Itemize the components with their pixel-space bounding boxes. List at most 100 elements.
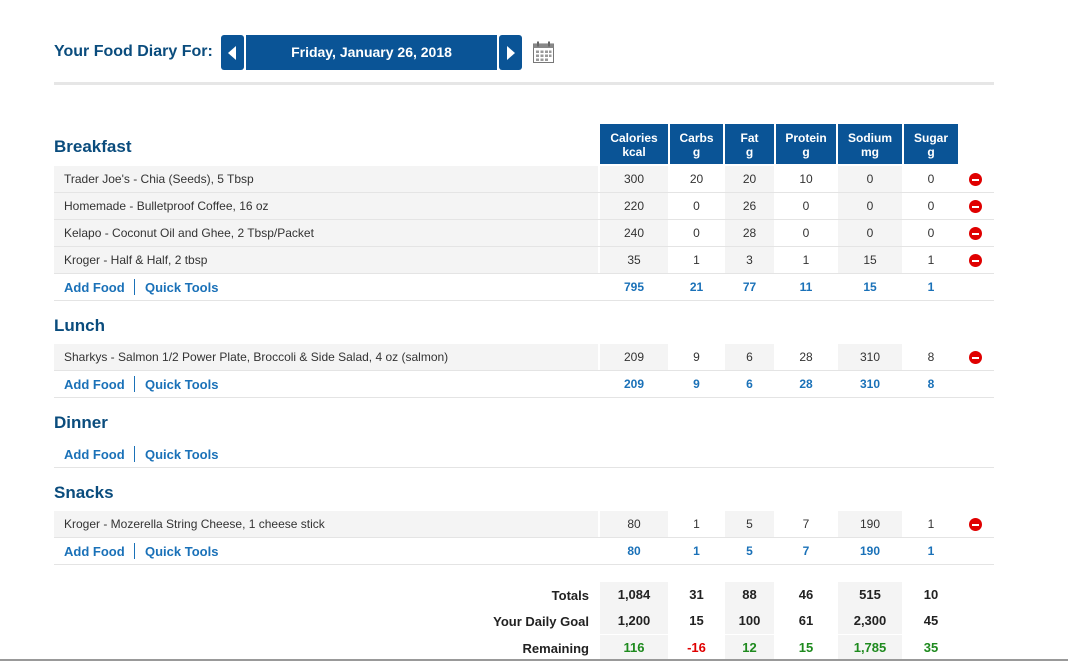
- goal-sodium: 2,300: [838, 608, 902, 634]
- chevron-right-icon: [507, 46, 515, 60]
- calories-subtotal: 80: [627, 544, 641, 558]
- quick-tools-link[interactable]: Quick Tools: [145, 447, 219, 462]
- food-row: Kelapo - Coconut Oil and Ghee, 2 Tbsp/Pa…: [54, 220, 994, 247]
- remove-circle-icon[interactable]: [969, 518, 982, 531]
- carbs-value: 1: [670, 511, 723, 537]
- link-separator: [134, 446, 135, 462]
- column-unit: kcal: [622, 145, 646, 159]
- remaining-calories: 116: [600, 635, 668, 661]
- carbs-value: 0: [670, 220, 723, 246]
- food-name-cell: [54, 220, 598, 246]
- food-name[interactable]: Kroger - Mozerella String Cheese, 1 chee…: [64, 517, 325, 531]
- fat-value: 3: [725, 247, 774, 273]
- food-name-cell: [54, 511, 598, 537]
- column-unit: g: [802, 145, 810, 159]
- next-day-button[interactable]: [499, 35, 522, 70]
- quick-tools-link[interactable]: Quick Tools: [145, 544, 219, 559]
- column-header-fat: Fat g: [725, 124, 774, 164]
- page-bottom-edge: [0, 659, 1068, 661]
- add-food-link[interactable]: Add Food: [64, 544, 125, 559]
- column-name: Carbs: [679, 131, 714, 145]
- add-food-link[interactable]: Add Food: [64, 280, 125, 295]
- remaining-sodium: 1,785: [838, 635, 902, 661]
- sodium-subtotal: 190: [859, 544, 881, 558]
- sugar-value: 0: [904, 220, 958, 246]
- remaining-fat: 12: [725, 635, 774, 661]
- remaining-carbs: -16: [670, 635, 723, 661]
- protein-value: 10: [776, 166, 836, 192]
- remove-circle-icon[interactable]: [969, 254, 982, 267]
- calendar-icon[interactable]: [533, 41, 554, 63]
- link-separator: [134, 376, 135, 392]
- food-row: Trader Joe's - Chia (Seeds), 5 Tbsp 300 …: [54, 166, 994, 193]
- goal-calories: 1,200: [600, 608, 668, 634]
- quick-tools-link[interactable]: Quick Tools: [145, 280, 219, 295]
- sugar-value: 0: [904, 193, 958, 219]
- calories-value: 209: [600, 344, 668, 370]
- column-name: Protein: [785, 131, 827, 145]
- remove-circle-icon[interactable]: [969, 173, 982, 186]
- fat-value: 6: [725, 344, 774, 370]
- fat-value: 26: [725, 193, 774, 219]
- sodium-subtotal: 310: [859, 377, 881, 391]
- remove-circle-icon[interactable]: [969, 227, 982, 240]
- diary-label: Your Food Diary For:: [54, 43, 213, 60]
- food-name[interactable]: Homemade - Bulletproof Coffee, 16 oz: [64, 199, 269, 213]
- add-food-link[interactable]: Add Food: [64, 377, 125, 392]
- sugar-subtotal: 1: [927, 544, 935, 558]
- fat-subtotal: 5: [746, 544, 753, 558]
- sugar-subtotal: 8: [927, 377, 935, 391]
- sodium-value: 0: [838, 166, 902, 192]
- food-name[interactable]: Trader Joe's - Chia (Seeds), 5 Tbsp: [64, 172, 254, 186]
- remaining-sugar: 35: [904, 635, 958, 661]
- column-header-carbs: Carbs g: [670, 124, 723, 164]
- column-unit: mg: [861, 145, 879, 159]
- total-fat: 88: [725, 582, 774, 608]
- fat-subtotal: 77: [742, 280, 757, 294]
- food-name[interactable]: Kelapo - Coconut Oil and Ghee, 2 Tbsp/Pa…: [64, 226, 314, 240]
- column-header-calories: Calories kcal: [600, 124, 668, 164]
- sugar-value: 1: [904, 511, 958, 537]
- protein-subtotal: 7: [802, 544, 810, 558]
- protein-value: 0: [776, 193, 836, 219]
- carbs-subtotal: 21: [689, 280, 704, 294]
- date-navigator: Friday, January 26, 2018: [221, 35, 522, 70]
- meal-subtotal-row-breakfast: Add Food Quick Tools 795 21 77 11 15 1: [54, 274, 994, 301]
- food-name[interactable]: Sharkys - Salmon 1/2 Power Plate, Brocco…: [64, 350, 449, 364]
- calories-subtotal: 209: [623, 377, 645, 391]
- food-row: Sharkys - Salmon 1/2 Power Plate, Brocco…: [54, 344, 994, 371]
- quick-tools-link[interactable]: Quick Tools: [145, 377, 219, 392]
- goal-fat: 100: [725, 608, 774, 634]
- meal-title-dinner: Dinner: [54, 413, 108, 432]
- daily-goal-label: Your Daily Goal: [493, 614, 589, 629]
- protein-value: 7: [776, 511, 836, 537]
- total-sodium: 515: [838, 582, 902, 608]
- sodium-value: 0: [838, 193, 902, 219]
- remove-circle-icon[interactable]: [969, 200, 982, 213]
- goal-sugar: 45: [904, 608, 958, 634]
- goal-carbs: 15: [670, 608, 723, 634]
- total-sugar: 10: [904, 582, 958, 608]
- protein-value: 28: [776, 344, 836, 370]
- calories-subtotal: 795: [623, 280, 645, 294]
- column-unit: g: [745, 145, 754, 159]
- fat-value: 20: [725, 166, 774, 192]
- food-name[interactable]: Kroger - Half & Half, 2 tbsp: [64, 253, 208, 267]
- food-row: Kroger - Mozerella String Cheese, 1 chee…: [54, 511, 994, 538]
- meal-title-breakfast: Breakfast: [54, 137, 132, 156]
- food-name-cell: [54, 193, 598, 219]
- remove-circle-icon[interactable]: [969, 351, 982, 364]
- sodium-value: 15: [838, 247, 902, 273]
- sugar-value: 8: [904, 344, 958, 370]
- calories-value: 220: [600, 193, 668, 219]
- sodium-value: 190: [838, 511, 902, 537]
- remaining-label: Remaining: [522, 641, 589, 656]
- column-header-sugar: Sugar g: [904, 124, 958, 164]
- header-divider: [54, 82, 994, 85]
- add-food-link[interactable]: Add Food: [64, 447, 125, 462]
- column-name: Sugar: [913, 131, 948, 145]
- protein-subtotal: 28: [799, 377, 813, 391]
- food-row: Kroger - Half & Half, 2 tbsp 35 1 3 1 15…: [54, 247, 994, 274]
- column-unit: g: [692, 145, 701, 159]
- previous-day-button[interactable]: [221, 35, 244, 70]
